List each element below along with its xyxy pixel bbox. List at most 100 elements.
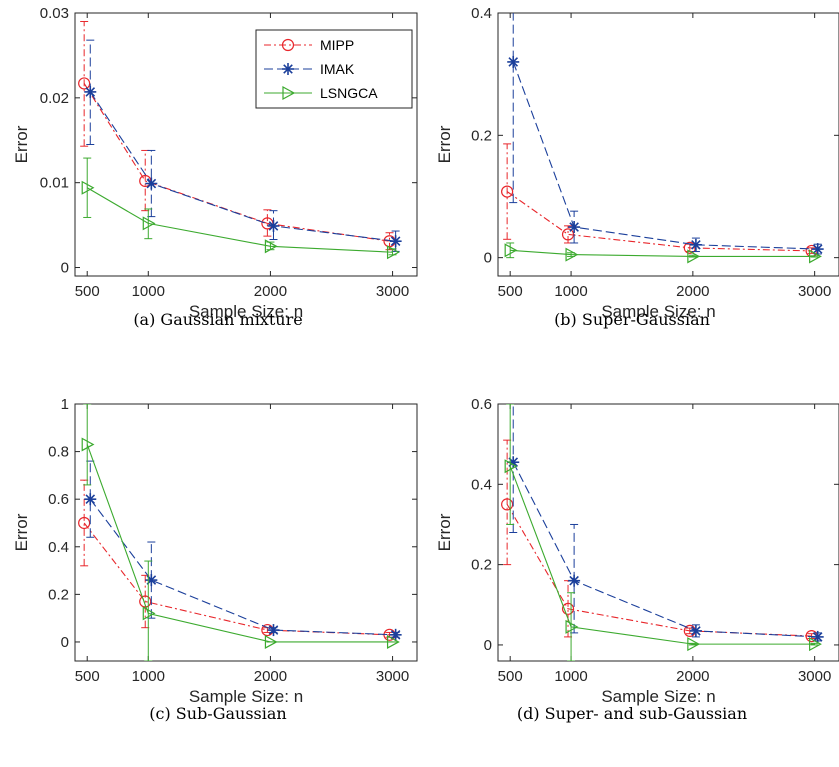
y-tick-label: 0.01 bbox=[40, 175, 69, 192]
legend-label: MIPP bbox=[320, 37, 354, 53]
imak-point bbox=[507, 55, 520, 68]
x-tick-label: 2000 bbox=[676, 283, 709, 300]
mipp-series-line bbox=[506, 191, 812, 252]
y-tick-label: 0 bbox=[484, 250, 492, 267]
imak-point bbox=[267, 624, 280, 637]
x-axis-label: Sample Size: n bbox=[601, 687, 715, 706]
lsngca-series-line bbox=[86, 187, 393, 253]
imak-point bbox=[145, 574, 158, 587]
x-tick-label: 500 bbox=[498, 283, 523, 300]
y-tick-label: 0.4 bbox=[48, 539, 69, 556]
lsngca-point bbox=[687, 249, 701, 264]
x-tick-label: 2000 bbox=[254, 283, 287, 300]
mipp-point bbox=[78, 77, 91, 90]
imak-point bbox=[689, 624, 702, 637]
chart-panel-4: 500 1000 2000 3000 0 0.2 0.4 0.6 Sample Size: n E… bbox=[435, 396, 839, 723]
legend-marker bbox=[282, 63, 294, 75]
lsngca-point bbox=[386, 634, 400, 649]
imak-point bbox=[568, 574, 581, 587]
x-tick-label: 3000 bbox=[798, 668, 831, 685]
lsngca-series-line bbox=[86, 444, 393, 643]
x-tick-label: 3000 bbox=[376, 668, 409, 685]
x-tick-label: 1000 bbox=[132, 283, 165, 300]
imak-point bbox=[811, 630, 824, 643]
y-tick-label: 0 bbox=[61, 634, 69, 651]
imak-point bbox=[84, 85, 97, 98]
mipp-point bbox=[501, 185, 514, 198]
lsngca-point bbox=[264, 634, 278, 649]
y-tick-label: 0.03 bbox=[40, 5, 69, 22]
lsngca-point bbox=[809, 249, 822, 264]
y-axis-label: Error bbox=[435, 125, 454, 163]
y-axis-label: Error bbox=[12, 125, 31, 163]
imak-series-line bbox=[89, 498, 396, 636]
chart-panel-3: 500 1000 2000 3000 0 0.2 0.4 0.6 0.8 1 Sample Size… bbox=[12, 396, 418, 723]
lsngca-point bbox=[565, 247, 579, 262]
series-group bbox=[501, 404, 824, 661]
lsngca-point bbox=[504, 243, 518, 258]
mipp-point bbox=[78, 516, 91, 530]
lsngca-series-line bbox=[510, 249, 815, 257]
chart-panel-1: 500 1000 2000 3000 0 0.01 0.02 0.03 Sample Size:… bbox=[12, 5, 418, 329]
imak-point bbox=[389, 628, 402, 641]
chart-panel-2: 500 1000 2000 3000 0 0.2 0.4 Sample Size: n Erro… bbox=[435, 5, 839, 329]
mipp-point bbox=[561, 228, 575, 241]
y-tick-label: 0.2 bbox=[471, 557, 492, 574]
y-axis-label: Error bbox=[12, 513, 31, 551]
series-group bbox=[78, 20, 402, 260]
lsngca-point bbox=[264, 239, 278, 254]
y-axis-label: Error bbox=[435, 513, 454, 551]
x-tick-label: 2000 bbox=[676, 668, 709, 685]
panel-caption: (c) Sub-Gaussian bbox=[149, 704, 286, 723]
imak-point bbox=[389, 235, 402, 248]
mipp-point bbox=[139, 595, 152, 608]
imak-point bbox=[267, 219, 280, 232]
y-tick-label: 0 bbox=[484, 637, 492, 654]
mipp-point bbox=[501, 498, 514, 511]
x-tick-label: 500 bbox=[75, 668, 100, 685]
x-tick-label: 3000 bbox=[798, 283, 831, 300]
x-axis-label: Sample Size: n bbox=[189, 687, 303, 706]
lsngca-series-line bbox=[509, 466, 815, 645]
lsngca-point bbox=[142, 216, 156, 231]
imak-point bbox=[811, 243, 824, 256]
lsngca-point bbox=[809, 637, 822, 652]
y-tick-label: 0.4 bbox=[471, 5, 492, 22]
x-tick-label: 3000 bbox=[376, 283, 409, 300]
x-axis-label: Sample Size: n bbox=[189, 302, 303, 321]
imak-series-line bbox=[512, 461, 818, 638]
x-tick-label: 500 bbox=[75, 283, 100, 300]
legend: MIPP IMAK LSNGCA bbox=[255, 29, 413, 109]
x-axis-label: Sample Size: n bbox=[601, 302, 715, 321]
lsngca-point bbox=[81, 437, 95, 452]
y-tick-label: 0.2 bbox=[471, 127, 492, 144]
y-tick-label: 0.02 bbox=[40, 90, 69, 107]
plot-area bbox=[497, 403, 839, 662]
legend-marker bbox=[282, 85, 296, 101]
panel-caption: (a) Gaussian mixture bbox=[133, 310, 302, 329]
lsngca-point bbox=[81, 180, 95, 195]
mipp-point bbox=[561, 602, 575, 615]
panel-caption: (d) Super- and sub-Gaussian bbox=[517, 704, 747, 723]
legend-marker bbox=[281, 38, 295, 52]
x-tick-label: 2000 bbox=[254, 668, 287, 685]
lsngca-point bbox=[565, 619, 579, 634]
legend-label: LSNGCA bbox=[320, 85, 378, 101]
legend-label: IMAK bbox=[320, 61, 355, 77]
imak-point bbox=[84, 493, 97, 506]
lsngca-point bbox=[504, 459, 518, 474]
x-tick-label: 500 bbox=[498, 668, 523, 685]
imak-point bbox=[145, 177, 158, 190]
y-tick-label: 0.8 bbox=[48, 444, 69, 461]
y-tick-label: 0.2 bbox=[48, 586, 69, 603]
y-tick-label: 0.6 bbox=[48, 491, 69, 508]
y-tick-label: 0.6 bbox=[471, 396, 492, 413]
plot-area bbox=[497, 12, 839, 277]
lsngca-point bbox=[142, 606, 156, 621]
x-tick-label: 1000 bbox=[554, 283, 587, 300]
plot-area bbox=[74, 403, 418, 662]
lsngca-point bbox=[687, 637, 701, 652]
y-tick-label: 1 bbox=[61, 396, 69, 413]
panel-caption: (b) Super-Gaussian bbox=[554, 310, 710, 329]
